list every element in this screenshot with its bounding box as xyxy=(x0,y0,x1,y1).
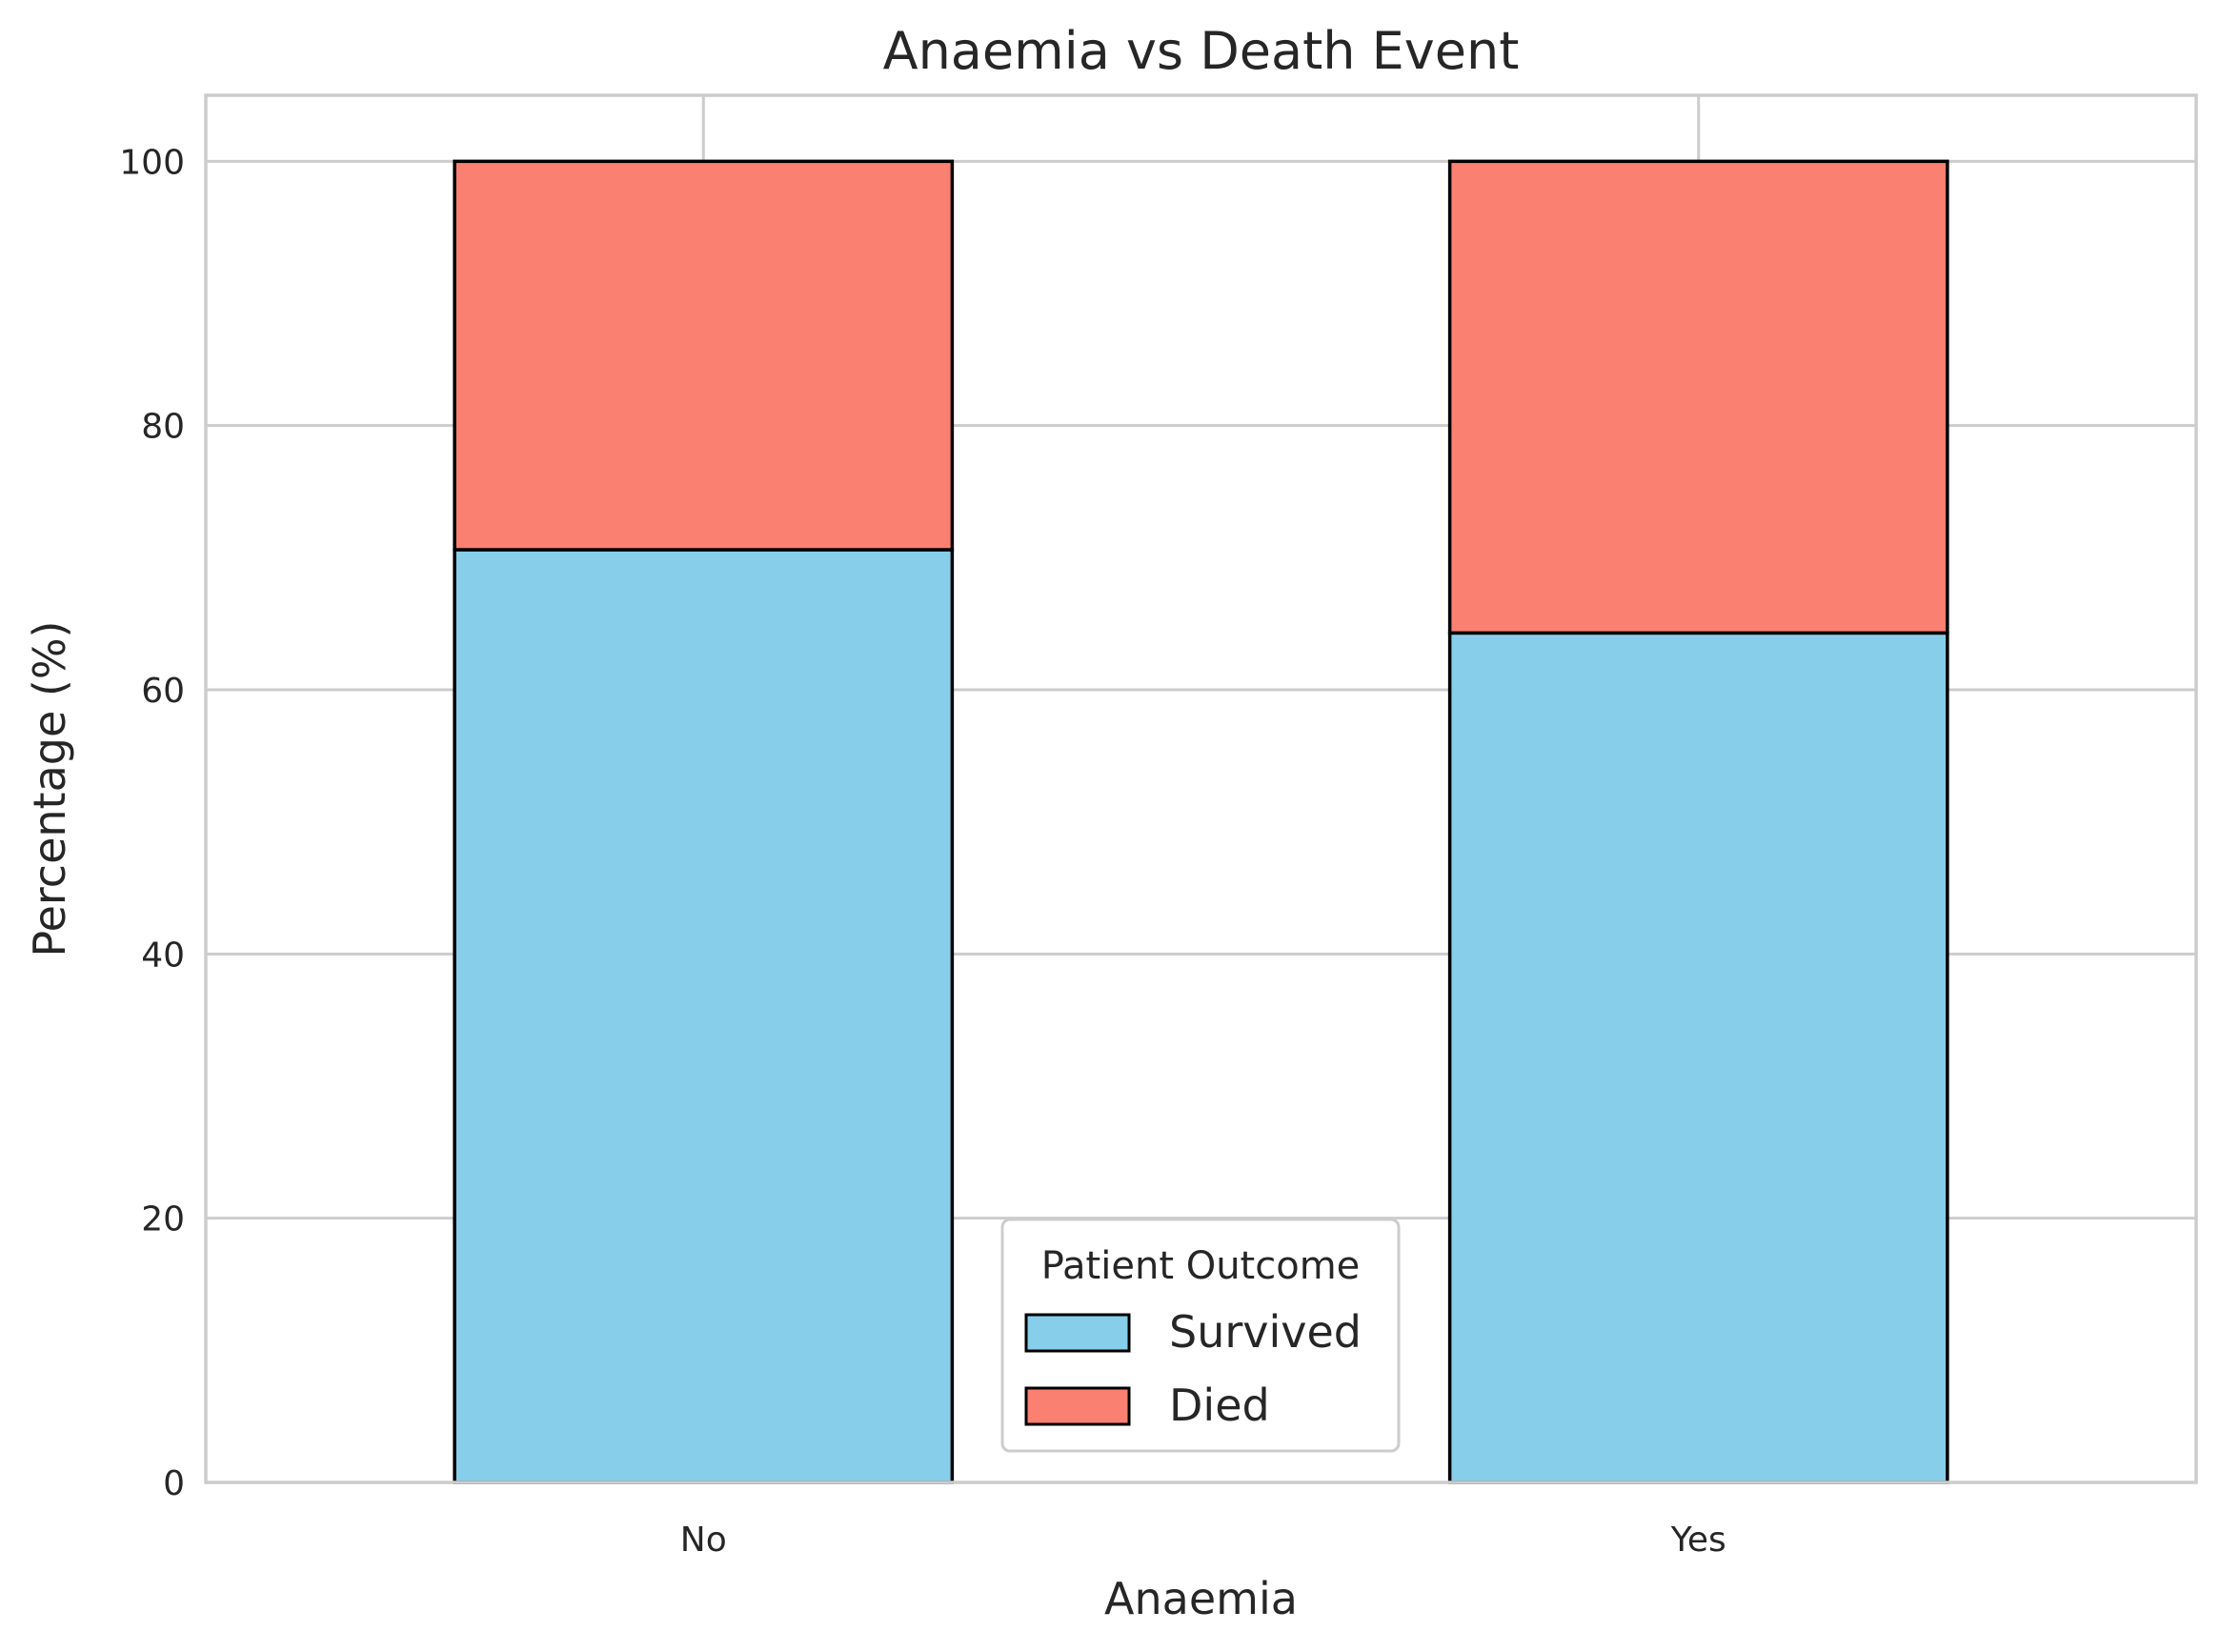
plot-frame xyxy=(204,93,2198,1484)
x-tick-label: Yes xyxy=(1670,1521,1726,1560)
legend-label-died: Died xyxy=(1169,1380,1270,1431)
y-tick-label: 40 xyxy=(141,936,185,975)
legend: Patient Outcome Survived Died xyxy=(1000,1218,1401,1453)
legend-title: Patient Outcome xyxy=(1041,1244,1361,1288)
bar-died-no xyxy=(453,159,955,552)
x-tick-label: No xyxy=(680,1521,727,1560)
x-tick-labels: No Yes xyxy=(680,1521,1726,1560)
y-tick-label: 20 xyxy=(141,1200,185,1239)
y-tick-label: 80 xyxy=(141,408,185,447)
legend-swatch-survived xyxy=(1024,1313,1131,1353)
y-tick-label: 100 xyxy=(119,143,185,182)
legend-items: Survived Died xyxy=(1024,1306,1362,1431)
y-tick-label: 60 xyxy=(141,672,185,711)
bars xyxy=(453,159,1949,1484)
bar-died-yes xyxy=(1447,159,1949,635)
y-tick-labels: 0 20 40 60 80 100 xyxy=(119,143,185,1503)
chart-title: Anaemia vs Death Event xyxy=(883,21,1520,81)
legend-swatch-died xyxy=(1024,1386,1131,1426)
x-axis-label: Anaemia xyxy=(1104,1573,1298,1624)
y-tick-label: 0 xyxy=(163,1464,185,1503)
legend-label-survived: Survived xyxy=(1169,1306,1362,1358)
y-axis-label: Percentage (%) xyxy=(24,621,75,957)
bar-survived-no xyxy=(453,548,955,1484)
bar-survived-yes xyxy=(1447,631,1949,1484)
